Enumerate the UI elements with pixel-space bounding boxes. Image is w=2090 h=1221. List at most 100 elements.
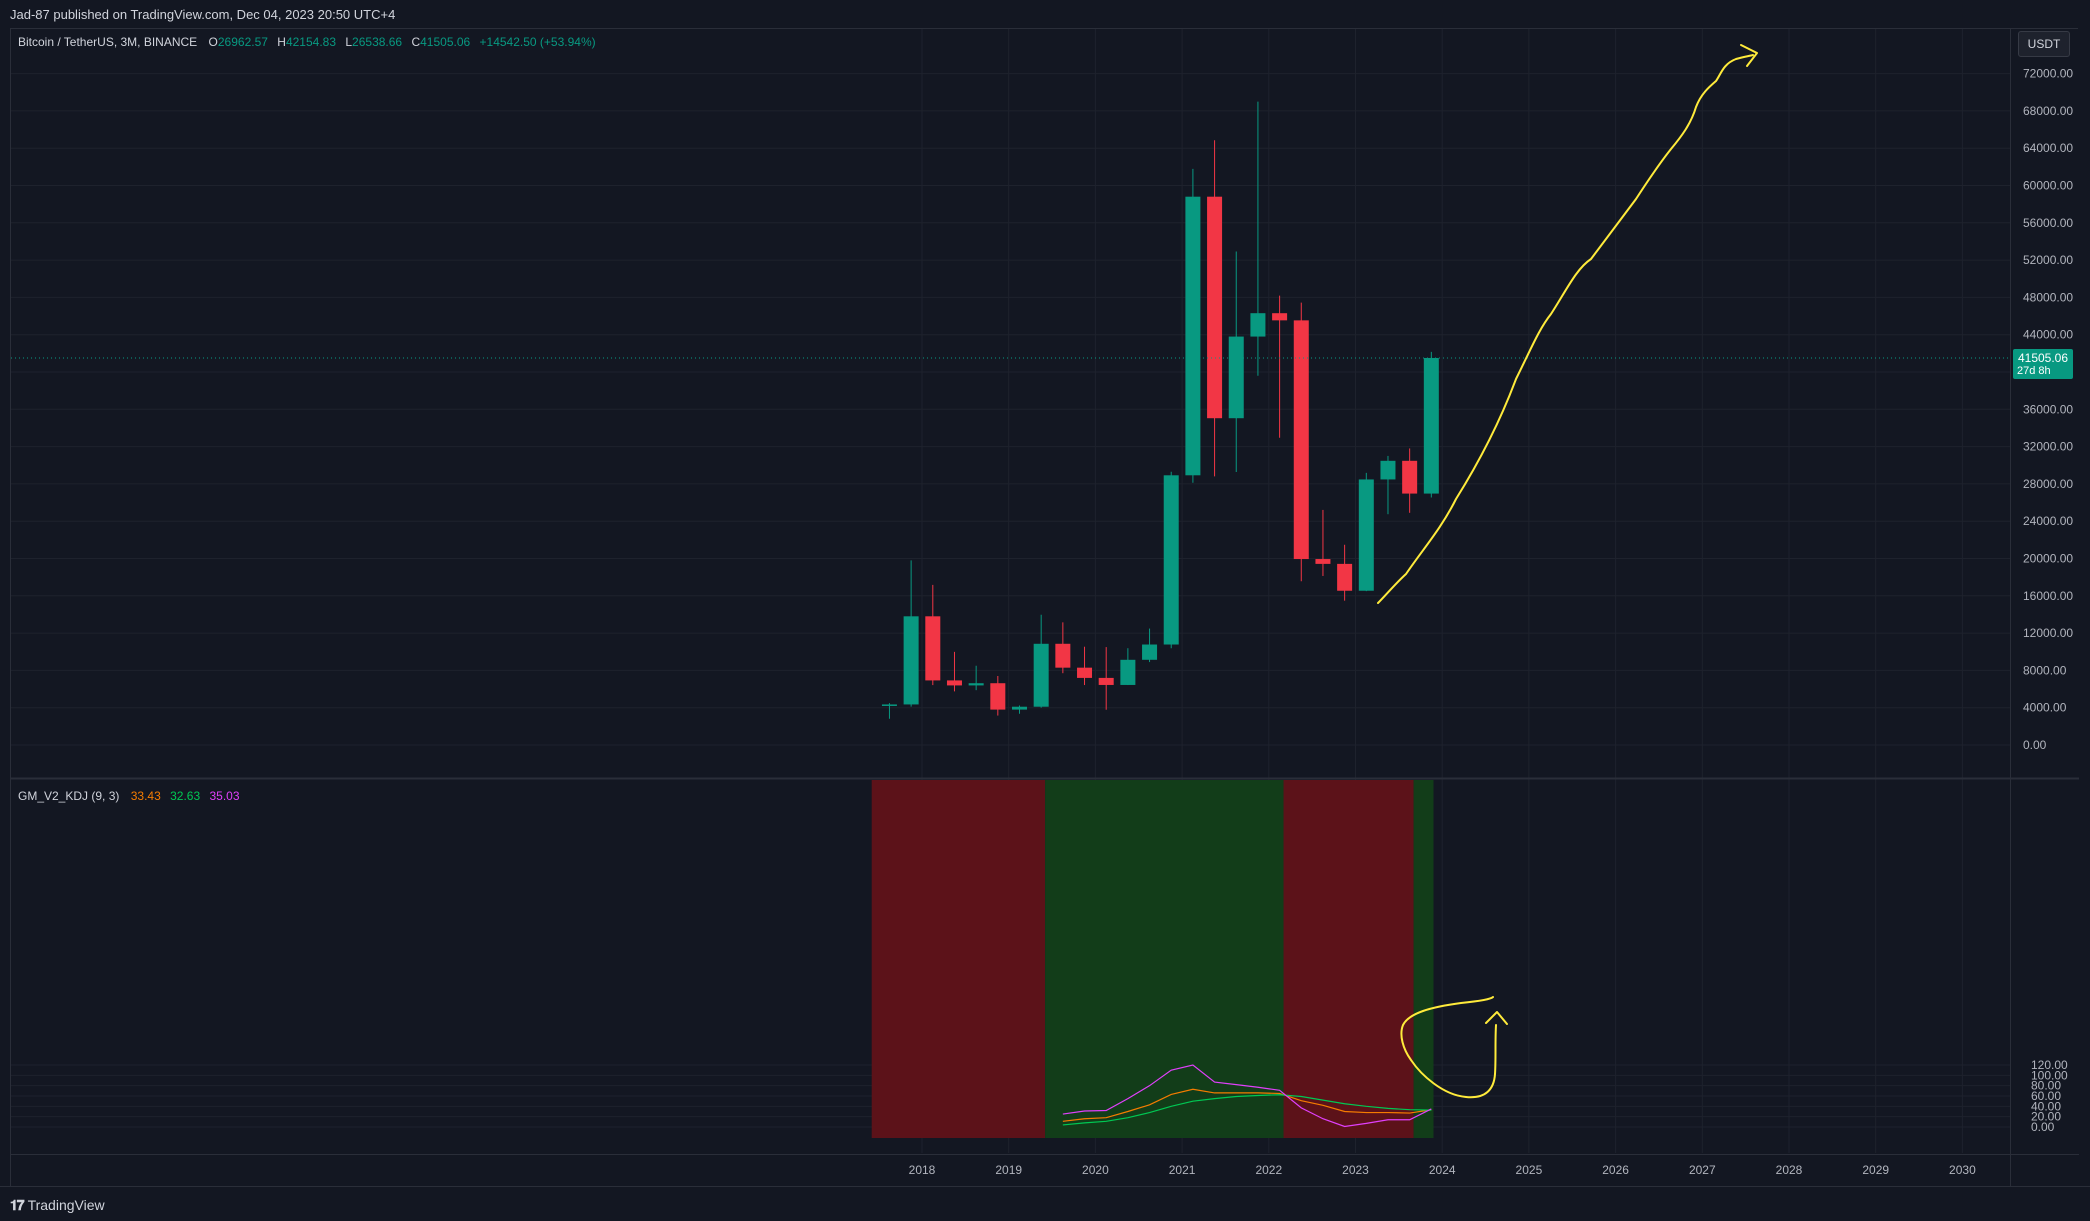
price-tick-label: 4000.00 [2023, 701, 2067, 715]
indicator-tick-label: 60.00 [2031, 1089, 2061, 1103]
indicator-tick-label: 80.00 [2031, 1079, 2061, 1093]
current-price-tag: 41505.06 27d 8h [2013, 348, 2073, 379]
candle-body [1077, 667, 1093, 678]
candle-body [1250, 313, 1266, 337]
candle-body [925, 616, 941, 681]
candle-body [946, 680, 962, 686]
change-value: +14542.50 (+53.94%) [480, 35, 596, 49]
price-tick-label: 0.00 [2023, 738, 2047, 752]
low-label: L [345, 35, 352, 49]
ohlc-legend: Bitcoin / TetherUS, 3M, BINANCE O26962.5… [18, 35, 596, 49]
kdj-k-line [1062, 1088, 1432, 1122]
price-tick-label: 48000.00 [2023, 290, 2073, 304]
time-tick-label: 2022 [1255, 1163, 1282, 1177]
kdj-lines [1062, 1064, 1432, 1128]
indicator-tick-label: 100.00 [2031, 1068, 2068, 1082]
time-tick-label: 2018 [909, 1163, 936, 1177]
time-tick-label: 2026 [1602, 1163, 1629, 1177]
time-axis[interactable]: 2018 2019 2020 2021 2022 2023 2024 2025 2026 2027… [909, 1163, 1976, 1177]
price-tick-label: 20000.00 [2023, 552, 2073, 566]
close-value: 41505.06 [420, 35, 470, 49]
close-label: C [411, 35, 420, 49]
candle-body [1055, 643, 1071, 668]
candle-body [1207, 196, 1223, 419]
tradingview-logo[interactable]: 𝟏𝟕 TradingView [10, 1197, 105, 1214]
price-tick-label: 32000.00 [2023, 440, 2073, 454]
candle-body [1315, 559, 1331, 564]
price-axis[interactable]: 0.00 4000.00 8000.00 12000.00 16000.00 20000.… [2023, 67, 2073, 752]
candle-body [1033, 643, 1049, 707]
candle-body [1142, 644, 1158, 660]
kdj-up-arrowhead [1485, 1011, 1508, 1025]
currency-unit-button[interactable]: USDT [2018, 31, 2070, 57]
candle-body [1272, 313, 1288, 321]
j-value: 35.03 [209, 789, 239, 803]
candle-body [1163, 475, 1179, 645]
time-tick-label: 2025 [1516, 1163, 1543, 1177]
trend-arrowhead [1740, 44, 1758, 67]
price-tag-value: 41505.06 [2018, 351, 2068, 365]
hand-drawn-kdj-circle [1400, 996, 1497, 1099]
high-label: H [277, 35, 286, 49]
candle-body [1228, 336, 1244, 419]
candles [881, 101, 1439, 719]
candle-body [1120, 659, 1136, 685]
d-value: 32.63 [170, 789, 200, 803]
candle-body [1293, 320, 1309, 560]
hand-drawn-trend-arrow [1377, 54, 1754, 604]
indicator-tick-label: 20.00 [2031, 1110, 2061, 1124]
kdj-d-line [1062, 1094, 1432, 1126]
time-tick-label: 2021 [1169, 1163, 1196, 1177]
indicator-background-zones [871, 780, 1434, 1138]
price-tag-background [2013, 348, 2073, 379]
open-value: 26962.57 [218, 35, 268, 49]
candle-body [968, 683, 984, 686]
price-tick-label: 56000.00 [2023, 216, 2073, 230]
indicator-legend: GM_V2_KDJ (9, 3) 33.43 32.63 35.03 [18, 789, 240, 803]
k-value: 33.43 [131, 789, 161, 803]
chart-canvas[interactable]: 0.00 4000.00 8000.00 12000.00 16000.00 20000.… [11, 29, 2079, 1187]
candle-body [1012, 706, 1027, 710]
bearish-zone [871, 780, 1046, 1138]
time-tick-label: 2028 [1776, 1163, 1803, 1177]
high-value: 42154.83 [286, 35, 336, 49]
time-tick-label: 2023 [1342, 1163, 1369, 1177]
bearish-zone [1283, 780, 1414, 1138]
indicator-tick-label: 0.00 [2031, 1120, 2055, 1134]
time-tick-label: 2029 [1862, 1163, 1889, 1177]
indicator-tick-label: 120.00 [2031, 1058, 2068, 1072]
indicator-name: GM_V2_KDJ (9, 3) [18, 789, 119, 803]
low-value: 26538.66 [352, 35, 402, 49]
candle-body [1423, 357, 1439, 494]
price-tick-label: 64000.00 [2023, 141, 2073, 155]
time-tick-label: 2019 [995, 1163, 1022, 1177]
candle-body [881, 704, 897, 706]
candle-body [1185, 196, 1201, 476]
price-tick-label: 12000.00 [2023, 626, 2073, 640]
price-tick-label: 52000.00 [2023, 253, 2073, 267]
price-tick-label: 68000.00 [2023, 104, 2073, 118]
price-tick-label: 24000.00 [2023, 514, 2073, 528]
grid [11, 29, 2011, 1153]
candle-body [990, 683, 1006, 710]
tradingview-brand-text: TradingView [27, 1197, 105, 1213]
publication-header: Jad-87 published on TradingView.com, Dec… [0, 0, 2090, 28]
open-label: O [209, 35, 218, 49]
time-tick-label: 2020 [1082, 1163, 1109, 1177]
bullish-zone [1413, 780, 1434, 1138]
candle-body [1402, 460, 1418, 494]
indicator-tick-label: 40.00 [2031, 1099, 2061, 1113]
chart-frame[interactable]: 0.00 4000.00 8000.00 12000.00 16000.00 20000.… [10, 28, 2079, 1187]
kdj-j-line [1062, 1064, 1432, 1128]
published-by-text: Jad-87 published on TradingView.com, Dec… [10, 7, 396, 22]
price-tick-label: 44000.00 [2023, 328, 2073, 342]
tradingview-logo-icon: 𝟏𝟕 [10, 1197, 25, 1213]
price-tag-countdown: 27d 8h [2017, 365, 2051, 377]
time-tick-label: 2027 [1689, 1163, 1716, 1177]
price-tick-label: 60000.00 [2023, 179, 2073, 193]
candle-body [903, 616, 919, 705]
price-tick-label: 28000.00 [2023, 477, 2073, 491]
candle-body [1098, 677, 1114, 685]
time-tick-label: 2030 [1949, 1163, 1976, 1177]
